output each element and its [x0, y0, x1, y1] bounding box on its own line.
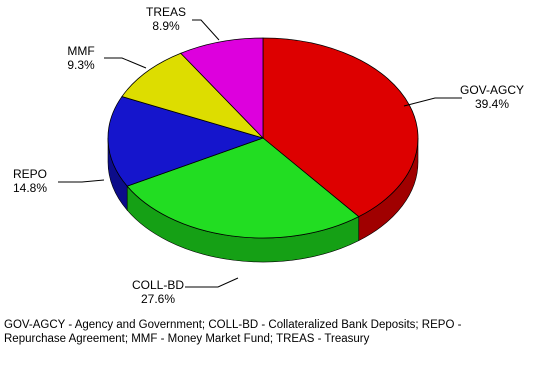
category-label-treas: TREAS — [146, 5, 186, 19]
slice-mmf — [121, 52, 265, 139]
category-label-gov-agcy: GOV-AGCY — [460, 83, 524, 97]
leader-line-gov-agcy — [403, 97, 462, 107]
value-label-repo: 14.8% — [13, 181, 47, 195]
leader-line-coll-bd — [185, 277, 239, 288]
slice-repo — [107, 96, 265, 187]
slice-gov-agcy — [262, 37, 419, 218]
value-label-gov-agcy: 39.4% — [475, 97, 509, 111]
leader-line-repo — [58, 179, 105, 183]
value-label-treas: 8.9% — [152, 19, 180, 33]
legend-footnote: GOV-AGCY - Agency and Government; COLL-B… — [4, 319, 462, 345]
value-label-mmf: 9.3% — [67, 58, 95, 72]
leader-line-treas — [192, 19, 220, 41]
category-label-coll-bd: COLL-BD — [132, 278, 184, 292]
value-label-coll-bd: 27.6% — [141, 292, 175, 306]
leader-line-mmf — [104, 57, 147, 69]
label-leader-lines — [58, 19, 462, 288]
category-label-mmf: MMF — [67, 44, 94, 58]
pie-slices — [107, 37, 419, 239]
slice-treas — [180, 37, 264, 139]
category-label-repo: REPO — [13, 167, 47, 181]
slice-coll-bd — [126, 137, 360, 239]
